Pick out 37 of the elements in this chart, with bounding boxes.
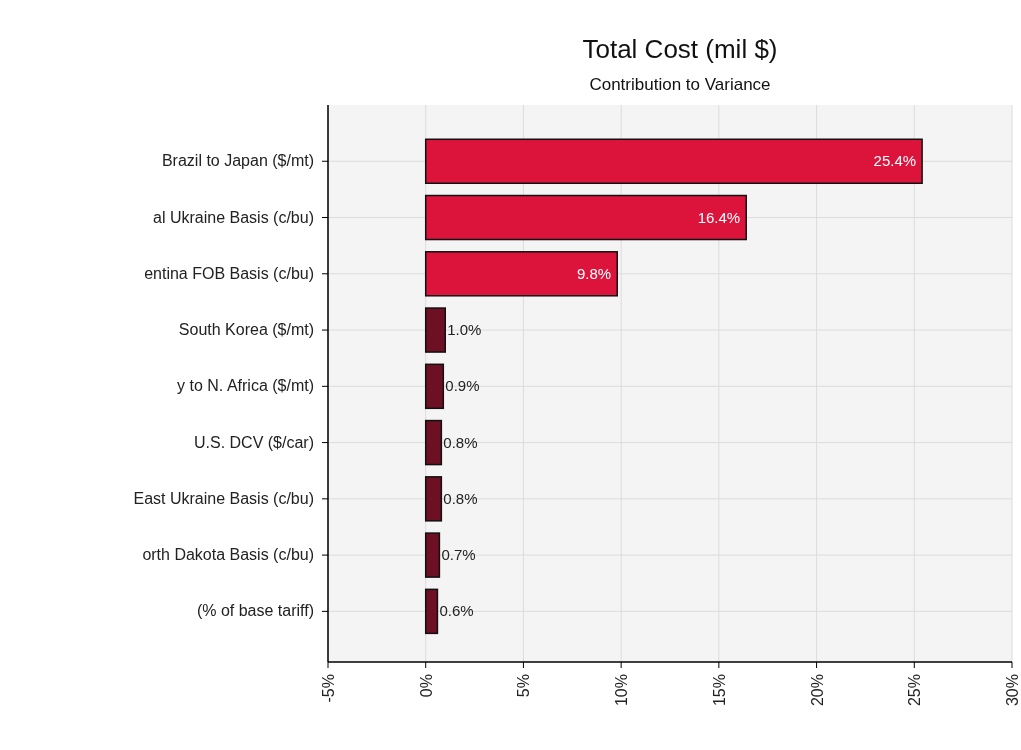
data-label: 16.4%	[697, 208, 741, 226]
chart-subtitle: Contribution to Variance	[589, 75, 771, 94]
data-label: 25.4%	[873, 152, 917, 170]
y-tick-label: al Ukraine Basis (c/bu)	[153, 208, 314, 226]
data-label: 0.8%	[443, 489, 478, 507]
bar	[424, 419, 443, 466]
x-tick-label: 10%	[613, 674, 631, 707]
bar	[424, 363, 445, 410]
bar	[424, 588, 439, 635]
x-tick-label: 25%	[906, 674, 924, 707]
x-tick-label: 0%	[417, 674, 435, 698]
x-tick-label: 5%	[515, 674, 533, 698]
data-label: 0.6%	[439, 602, 474, 620]
bar	[424, 138, 923, 185]
x-tick-label: 30%	[1004, 674, 1021, 707]
y-tick-label: (% of base tariff)	[196, 602, 314, 620]
data-label: 1.0%	[447, 321, 482, 339]
bar	[424, 532, 441, 578]
data-label: 0.8%	[443, 433, 478, 451]
x-tick-label: 15%	[710, 674, 728, 707]
y-tick-label: y to N. Africa ($/mt)	[177, 377, 314, 395]
y-tick-label: South Korea ($/mt)	[178, 321, 314, 339]
y-tick-label: East Ukraine Basis (c/bu)	[133, 489, 314, 507]
data-label: 0.9%	[445, 377, 480, 395]
y-tick-label: U.S. DCV ($/car)	[193, 433, 314, 451]
y-tick-label: Brazil to Japan ($/mt)	[161, 152, 314, 170]
x-tick-label: 20%	[808, 674, 826, 707]
data-label: 9.8%	[577, 264, 612, 282]
chart-title: Total Cost (mil $)	[582, 34, 778, 64]
bar	[424, 307, 447, 353]
bar	[424, 194, 747, 241]
y-tick-label: entina FOB Basis (c/bu)	[144, 264, 314, 282]
bar	[424, 476, 443, 522]
y-tick-label: orth Dakota Basis (c/bu)	[142, 546, 314, 564]
x-tick-label: -5%	[320, 674, 337, 703]
bar	[424, 251, 618, 297]
data-label: 0.7%	[441, 546, 476, 564]
